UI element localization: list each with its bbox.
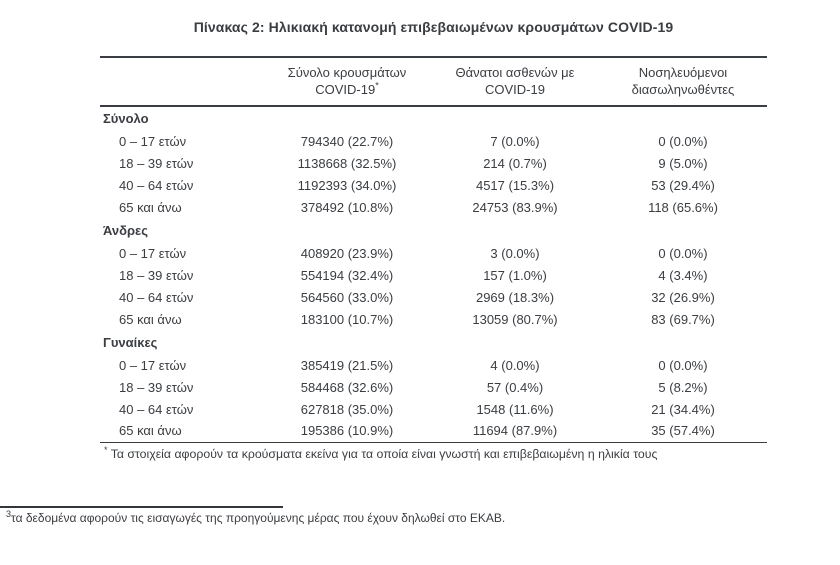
- deaths-value: 214 (0.7%): [483, 155, 547, 171]
- table-row: 18 – 39 ετών 554194 (32.4%) 157 (1.0%) 4…: [100, 264, 767, 286]
- cases-value: 195386 (10.9%): [300, 423, 394, 439]
- table-header: Σύνολο κρουσμάτων COVID-19* Θάνατοι ασθε…: [100, 56, 767, 107]
- deaths-value: 157 (1.0%): [483, 267, 547, 283]
- intubated-value: 0 (0.0%): [658, 245, 708, 261]
- stats-table: Σύνολο κρουσμάτων COVID-19* Θάνατοι ασθε…: [100, 56, 767, 464]
- column-header-cases-line1: Σύνολο κρουσμάτων: [287, 65, 407, 80]
- table-row: 18 – 39 ετών 1138668 (32.5%) 214 (0.7%) …: [100, 152, 767, 174]
- table-row: 0 – 17 ετών 385419 (21.5%) 4 (0.0%) 0 (0…: [100, 354, 767, 376]
- age-group-label: 65 και άνω: [119, 199, 182, 215]
- table-row: 65 και άνω 378492 (10.8%) 24753 (83.9%) …: [100, 196, 767, 218]
- column-header-intubated-line1: Νοσηλευόμενοι: [638, 65, 728, 80]
- deaths-value: 13059 (80.7%): [472, 311, 558, 327]
- intubated-value: 0 (0.0%): [658, 133, 708, 149]
- table-row: 0 – 17 ετών 794340 (22.7%) 7 (0.0%) 0 (0…: [100, 130, 767, 152]
- footnote-separator: [0, 506, 283, 508]
- table-row: 65 και άνω 195386 (10.9%) 11694 (87.9%) …: [100, 420, 767, 442]
- deaths-value: 4517 (15.3%): [475, 177, 555, 193]
- deaths-value: 3 (0.0%): [490, 245, 540, 261]
- cases-value: 627818 (35.0%): [300, 401, 394, 417]
- section-row-total: Σύνολο: [100, 106, 767, 130]
- page-footnote: 3τα δεδομένα αφορούν τις εισαγωγές της π…: [6, 509, 706, 526]
- page-footnote-marker: 3: [6, 509, 12, 519]
- intubated-value: 4 (3.4%): [658, 267, 708, 283]
- column-header-deaths-line1: Θάνατοι ασθενών με: [455, 65, 575, 80]
- age-group-label: 0 – 17 ετών: [119, 133, 187, 149]
- cases-value: 183100 (10.7%): [300, 311, 394, 327]
- header-row: Σύνολο κρουσμάτων COVID-19* Θάνατοι ασθε…: [100, 56, 767, 107]
- age-group-label: 40 – 64 ετών: [119, 177, 194, 193]
- stats-table-container: Σύνολο κρουσμάτων COVID-19* Θάνατοι ασθε…: [100, 56, 767, 464]
- header-empty-cell: [100, 56, 263, 107]
- age-group-label: 65 και άνω: [119, 311, 182, 327]
- column-header-cases: Σύνολο κρουσμάτων COVID-19*: [263, 56, 431, 107]
- column-header-intubated: Νοσηλευόμενοι διασωληνωθέντες: [599, 56, 767, 107]
- age-group-label: 0 – 17 ετών: [119, 245, 187, 261]
- age-group-label: 40 – 64 ετών: [119, 401, 194, 417]
- cases-value: 584468 (32.6%): [300, 379, 394, 395]
- footnote-asterisk: *: [104, 444, 108, 455]
- cases-footnote-marker: *: [375, 80, 379, 91]
- deaths-value: 2969 (18.3%): [475, 289, 555, 305]
- deaths-value: 57 (0.4%): [486, 379, 544, 395]
- table-row: 40 – 64 ετών 627818 (35.0%) 1548 (11.6%)…: [100, 398, 767, 420]
- intubated-value: 53 (29.4%): [651, 177, 715, 193]
- table-body: Σύνολο 0 – 17 ετών 794340 (22.7%) 7 (0.0…: [100, 106, 767, 464]
- cases-value: 408920 (23.9%): [300, 245, 394, 261]
- page-footnote-text: τα δεδομένα αφορούν τις εισαγωγές της πρ…: [11, 511, 506, 525]
- table-footnote-row: * Τα στοιχεία αφορούν τα κρούσματα εκείν…: [100, 441, 767, 464]
- deaths-value: 7 (0.0%): [490, 133, 540, 149]
- table-row: 0 – 17 ετών 408920 (23.9%) 3 (0.0%) 0 (0…: [100, 242, 767, 264]
- cases-value: 385419 (21.5%): [300, 357, 394, 373]
- column-header-intubated-line2: διασωληνωθέντες: [631, 82, 735, 97]
- intubated-value: 5 (8.2%): [658, 379, 708, 395]
- column-header-cases-line2: COVID-19: [315, 82, 376, 97]
- cases-value: 1192393 (34.0%): [297, 177, 397, 193]
- age-group-label: 18 – 39 ετών: [119, 155, 194, 171]
- section-label: Σύνολο: [103, 111, 149, 126]
- intubated-value: 21 (34.4%): [651, 401, 715, 417]
- table-row: 18 – 39 ετών 584468 (32.6%) 57 (0.4%) 5 …: [100, 376, 767, 398]
- intubated-value: 9 (5.0%): [658, 155, 708, 171]
- page-title: Πίνακας 2: Ηλικιακή κατανομή επιβεβαιωμέ…: [193, 19, 674, 35]
- table-row: 65 και άνω 183100 (10.7%) 13059 (80.7%) …: [100, 308, 767, 330]
- age-group-label: 65 και άνω: [119, 423, 182, 439]
- table-row: 40 – 64 ετών 564560 (33.0%) 2969 (18.3%)…: [100, 286, 767, 308]
- intubated-value: 35 (57.4%): [651, 423, 715, 439]
- deaths-value: 4 (0.0%): [490, 357, 540, 373]
- cases-value: 794340 (22.7%): [300, 133, 394, 149]
- age-group-label: 18 – 39 ετών: [119, 379, 194, 395]
- section-label: Γυναίκες: [103, 334, 158, 350]
- cases-value: 378492 (10.8%): [300, 199, 394, 215]
- deaths-value: 24753 (83.9%): [472, 199, 558, 215]
- cases-value: 564560 (33.0%): [300, 289, 394, 305]
- intubated-value: 0 (0.0%): [658, 357, 708, 373]
- deaths-value: 1548 (11.6%): [476, 401, 554, 417]
- section-label: Άνδρες: [103, 222, 148, 238]
- cases-value: 554194 (32.4%): [300, 267, 394, 283]
- cases-value: 1138668 (32.5%): [297, 155, 397, 171]
- table-row: 40 – 64 ετών 1192393 (34.0%) 4517 (15.3%…: [100, 174, 767, 196]
- column-header-deaths-line2: COVID-19: [485, 82, 545, 97]
- intubated-value: 83 (69.7%): [651, 311, 715, 327]
- column-header-deaths: Θάνατοι ασθενών με COVID-19: [431, 56, 599, 107]
- table-footnote: * Τα στοιχεία αφορούν τα κρούσματα εκείν…: [100, 441, 767, 464]
- age-group-label: 40 – 64 ετών: [119, 289, 194, 305]
- age-group-label: 0 – 17 ετών: [119, 357, 187, 373]
- section-row-women: Γυναίκες: [100, 330, 767, 354]
- deaths-value: 11694 (87.9%): [472, 423, 558, 439]
- age-group-label: 18 – 39 ετών: [119, 267, 194, 283]
- table-footnote-text: Τα στοιχεία αφορούν τα κρούσματα εκείνα …: [110, 446, 658, 461]
- section-row-men: Άνδρες: [100, 218, 767, 242]
- intubated-value: 118 (65.6%): [648, 199, 718, 215]
- intubated-value: 32 (26.9%): [651, 289, 715, 305]
